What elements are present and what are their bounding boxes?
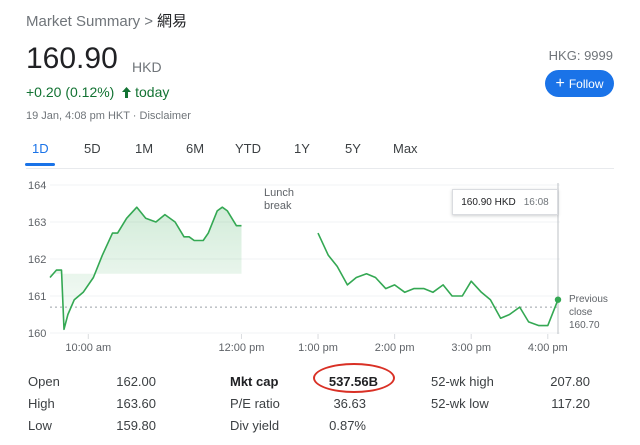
stat-label-high: High	[28, 396, 55, 411]
tooltip-price: 160.90 HKD	[461, 196, 516, 208]
chart-lines	[49, 206, 559, 331]
key-stats: Open 162.00 High 163.60 Low 159.80 Mkt c…	[28, 372, 598, 438]
y-tick-label-160: 160	[28, 328, 46, 340]
x-tick-label: 2:00 pm	[375, 342, 415, 354]
series-line-morning	[49, 206, 242, 331]
previous-close-label-line1: Previous	[569, 294, 608, 305]
follow-label: Follow	[568, 76, 604, 91]
follow-button[interactable]: + Follow	[545, 70, 614, 97]
plus-icon: +	[555, 74, 565, 92]
currency-label: HKD	[132, 59, 162, 75]
ticker-symbol: HKG: 9999	[548, 48, 613, 63]
stat-label-open: Open	[28, 374, 60, 389]
y-tick-label-163: 163	[28, 217, 46, 229]
last-price-dot	[554, 296, 562, 303]
tab-1m[interactable]: 1M	[135, 141, 154, 156]
chart-tooltip: 160.90 HKD 16:08	[452, 189, 558, 215]
breadcrumb: Market Summary > 網易	[26, 10, 187, 31]
stat-value-pe-ratio: 36.63	[333, 396, 366, 411]
tab-max[interactable]: Max	[393, 141, 418, 156]
previous-close-label-line2: close	[569, 307, 593, 318]
stat-label-52wk-high: 52-wk high	[431, 374, 494, 389]
x-tick-label: 10:00 am	[65, 342, 111, 354]
tab-5d[interactable]: 5D	[84, 141, 101, 156]
x-tick-label: 1:00 pm	[298, 342, 338, 354]
y-tick-label-161: 161	[28, 291, 46, 303]
stat-value-52wk-low: 117.20	[551, 396, 590, 411]
tab-6m[interactable]: 6M	[186, 141, 205, 156]
stat-value-div-yield: 0.87%	[329, 418, 366, 433]
x-tick-label: 4:00 pm	[528, 342, 568, 354]
active-tab-indicator	[25, 163, 55, 166]
y-tick-label-162: 162	[28, 254, 46, 266]
y-tick-label-164: 164	[28, 180, 46, 192]
stat-value-low: 159.80	[116, 418, 156, 433]
lunch-break-label-line2: break	[264, 200, 292, 212]
stat-value-open: 162.00	[116, 374, 156, 389]
stat-label-div-yield: Div yield	[230, 418, 280, 433]
stat-label-52wk-low: 52-wk low	[431, 396, 489, 411]
series-line-afternoon	[317, 232, 559, 327]
tab-ytd[interactable]: YTD	[235, 141, 261, 156]
stat-label-pe-ratio: P/E ratio	[230, 396, 280, 411]
tab-5y[interactable]: 5Y	[345, 141, 361, 156]
price-change-value: +0.20 (0.12%)	[26, 84, 115, 100]
stat-value-high: 163.60	[116, 396, 156, 411]
price-chart[interactable]: 164 163 162 161 160 10:00 am 12:00 pm 1:00 pm 2…	[0, 170, 640, 365]
stat-value-52wk-high: 207.80	[550, 374, 590, 389]
breadcrumb-separator: >	[144, 13, 153, 30]
x-tick-label: 12:00 pm	[219, 342, 265, 354]
breadcrumb-parent-link[interactable]: Market Summary	[26, 13, 141, 30]
tab-1y[interactable]: 1Y	[294, 141, 310, 156]
stat-label-mkt-cap: Mkt cap	[230, 374, 279, 389]
chart-areas	[50, 207, 242, 330]
previous-close-value: 160.70	[569, 320, 600, 331]
x-tick-label: 3:00 pm	[451, 342, 491, 354]
lunch-break-label-line1: Lunch	[264, 187, 294, 199]
up-arrow-icon	[122, 84, 135, 100]
change-period: today	[135, 84, 170, 100]
tab-1d[interactable]: 1D	[32, 141, 49, 156]
quote-timestamp: 19 Jan, 4:08 pm HKT · Disclaimer	[26, 110, 191, 122]
stat-value-mkt-cap: 537.56B	[328, 374, 378, 389]
tabs-divider	[26, 168, 614, 169]
price-change: +0.20 (0.12%) today	[26, 84, 169, 100]
stat-label-low: Low	[28, 418, 52, 433]
tooltip-time: 16:08	[523, 196, 549, 208]
current-price: 160.90	[26, 42, 118, 75]
series-area-morning	[50, 207, 242, 330]
market-cap-highlight-oval	[313, 363, 395, 393]
breadcrumb-current: 網易	[156, 13, 187, 30]
